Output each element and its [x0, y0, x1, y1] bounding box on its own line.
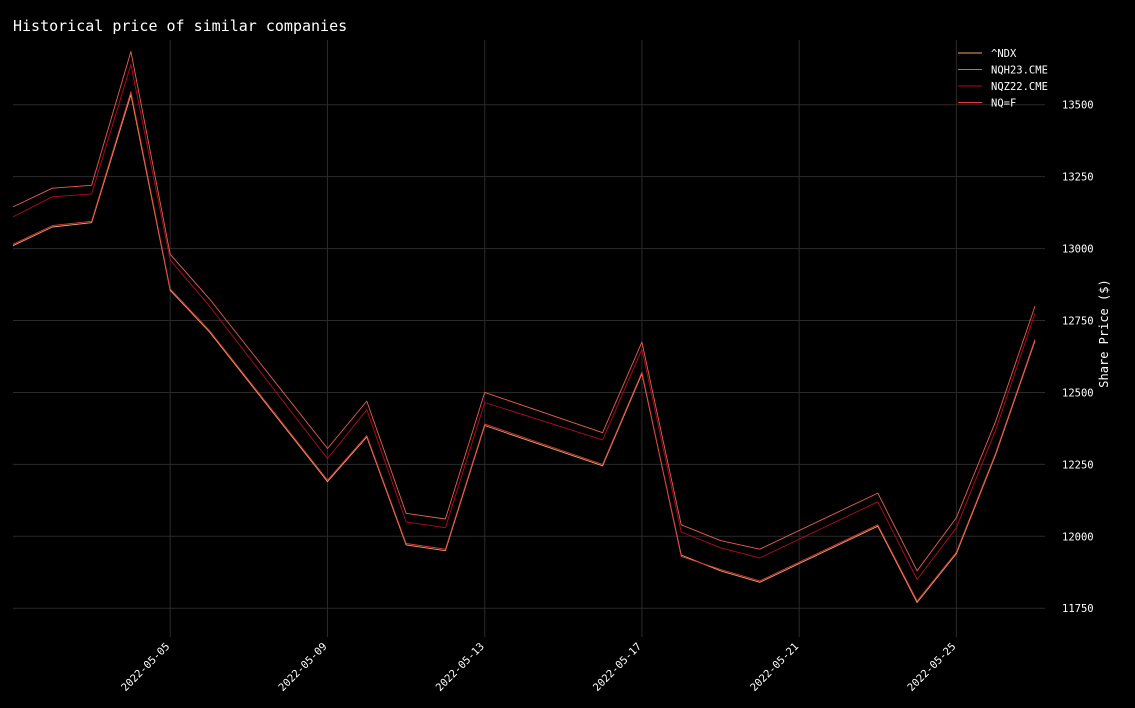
- legend-entry: ^NDX: [991, 48, 1017, 60]
- x-tick-label: 2022-05-17: [591, 641, 644, 694]
- series-line-0: [12, 94, 1036, 603]
- series-line-3: [12, 91, 1036, 602]
- series-lines: [12, 51, 1036, 603]
- x-tick-label: 2022-05-13: [434, 641, 487, 694]
- y-axis-ticks: 11750 12000 12250 12500 12750 13000 13250 13500: [1062, 100, 1094, 615]
- y-tick-label: 13250: [1062, 172, 1094, 184]
- y-tick-label: 13500: [1062, 100, 1094, 112]
- y-tick-label: 13000: [1062, 244, 1094, 256]
- series-line-2: [12, 64, 1036, 580]
- series-line-1: [12, 51, 1036, 572]
- legend-entry: NQH23.CME: [991, 65, 1048, 77]
- x-tick-label: 2022-05-09: [276, 641, 329, 694]
- y-axis-label: Share Price ($): [1097, 279, 1111, 387]
- x-tick-label: 2022-05-05: [119, 641, 172, 694]
- y-tick-label: 12500: [1062, 387, 1094, 399]
- x-tick-label: 2022-05-25: [905, 641, 958, 694]
- y-tick-label: 11750: [1062, 603, 1094, 615]
- y-tick-label: 12250: [1062, 459, 1094, 471]
- x-tick-label: 2022-05-21: [748, 641, 801, 694]
- legend-entry: NQ=F: [991, 98, 1016, 110]
- y-tick-label: 12750: [1062, 316, 1094, 328]
- x-axis-ticks: 2022-05-05 2022-05-09 2022-05-13 2022-05-17…: [119, 641, 958, 694]
- legend-entry: NQZ22.CME: [991, 81, 1048, 93]
- grid-lines: [13, 40, 1045, 637]
- y-tick-label: 12000: [1062, 531, 1094, 543]
- chart-title: Historical price of similar companies: [13, 17, 348, 35]
- legend: ^NDX NQH23.CME NQZ22.CME NQ=F: [958, 48, 1048, 110]
